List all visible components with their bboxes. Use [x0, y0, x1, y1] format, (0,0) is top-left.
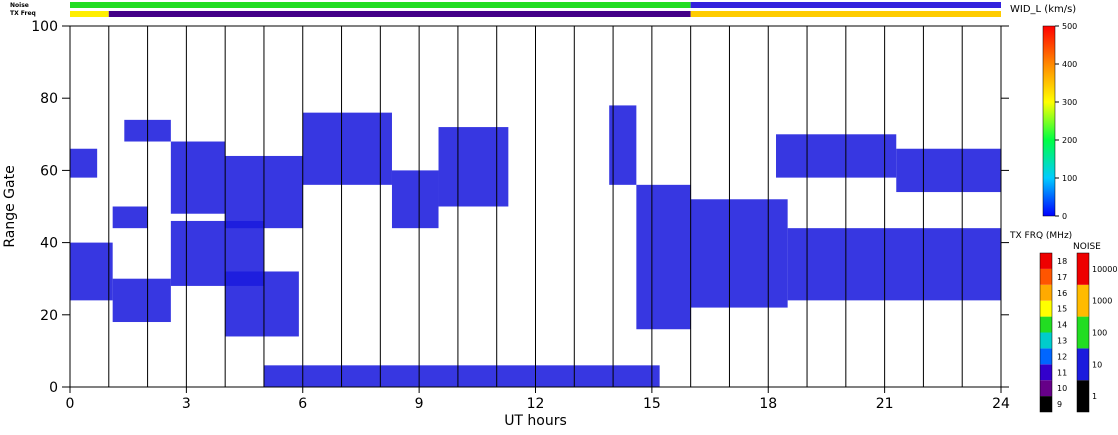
- txfreq-colorbar-label-8: 17: [1057, 273, 1067, 282]
- noise-colorbar-cell-4: [1077, 253, 1089, 285]
- y-axis-label: Range Gate: [2, 165, 18, 247]
- x-tick-label-8: 24: [992, 396, 1010, 412]
- txfreq-colorbar-label-9: 18: [1057, 257, 1067, 266]
- x-tick-label-0: 0: [66, 396, 75, 412]
- echo-region-6: [170, 141, 226, 214]
- txfreq-colorbar-cell-3: [1040, 348, 1052, 365]
- echo-region-1: [70, 148, 98, 178]
- width-colorbar-label-5: 500: [1062, 22, 1077, 31]
- y-tick-label-4: 80: [40, 91, 58, 107]
- txfreq-colorbar-cell-1: [1040, 380, 1052, 397]
- txfreq-colorbar-cell-9: [1040, 253, 1052, 269]
- echo-region-9: [302, 112, 392, 185]
- echo-region-16: [776, 134, 897, 178]
- noise-bar-segment-0: [70, 2, 691, 8]
- noise-colorbar-label-4: 10000: [1092, 265, 1117, 274]
- noise-colorbar-label-2: 100: [1092, 329, 1107, 338]
- x-tick-label-7: 21: [876, 396, 894, 412]
- txfreq-bar-segment-0: [70, 11, 109, 17]
- noise-colorbar-frame: [1076, 252, 1090, 413]
- axes: 0 3 6 9 12 15 18 21 24 0 20 40 60 80 100 UT hours Range …: [2, 19, 1010, 429]
- y-tick-label-5: 100: [31, 19, 58, 35]
- width-colorbar-label-2: 200: [1062, 136, 1077, 145]
- txfreq-colorbar-label-6: 15: [1057, 305, 1067, 314]
- noise-colorbar-cell-0: [1077, 380, 1089, 412]
- y-tick-label-3: 60: [40, 163, 58, 179]
- noise-colorbar-label-3: 1000: [1092, 297, 1112, 306]
- y-tick-label-0: 0: [49, 380, 58, 396]
- x-tick-label-2: 6: [298, 396, 307, 412]
- width-colorbar-label-3: 300: [1062, 98, 1077, 107]
- colorbars: WID_L (km/s) 0 100 200 300 400 500 TX FRQ (MHz)…: [1009, 4, 1117, 413]
- noise-colorbar-title: NOISE: [1073, 242, 1101, 252]
- noise-colorbar-cell-1: [1077, 348, 1089, 381]
- x-tick-label-4: 12: [527, 396, 545, 412]
- echo-region-8: [225, 271, 299, 337]
- echo-region-17: [896, 148, 1001, 193]
- echo-region-14: [690, 199, 788, 308]
- txfreq-bar-label: TX Freq: [10, 10, 36, 17]
- noise-colorbar-cell-2: [1077, 316, 1089, 349]
- x-tick-label-3: 9: [415, 396, 424, 412]
- txfreq-colorbar-cell-8: [1040, 268, 1052, 285]
- noise-bar-segment-1: [690, 2, 1001, 8]
- width-colorbar-label-0: 0: [1062, 212, 1067, 221]
- echo-region-0: [70, 242, 113, 301]
- noise-colorbar-label-0: 1: [1092, 392, 1097, 401]
- echo-region-10: [391, 170, 439, 229]
- txfreq-colorbar-cell-7: [1040, 284, 1052, 301]
- txfreq-colorbar-label-5: 14: [1057, 321, 1067, 330]
- txfreq-colorbar-cell-0: [1040, 396, 1052, 412]
- txfreq-colorbar-label-4: 13: [1057, 336, 1067, 345]
- txfreq-colorbar-frame: [1039, 252, 1053, 413]
- noise-bar-label: Noise: [10, 2, 29, 9]
- echo-region-3: [112, 206, 148, 229]
- y-tick-label-1: 20: [40, 308, 58, 324]
- x-tick-label-6: 18: [759, 396, 777, 412]
- noise-colorbar-cell-3: [1077, 284, 1089, 317]
- echo-region-18: [263, 365, 660, 387]
- txfreq-colorbar-label-7: 16: [1057, 289, 1067, 298]
- txfreq-colorbar-cell-4: [1040, 332, 1052, 349]
- txfreq-bar-segment-1: [108, 11, 691, 17]
- echo-region-15: [787, 228, 1001, 301]
- echo-region-12: [609, 105, 637, 185]
- txfreq-colorbar-title: TX FRQ (MHz): [1009, 231, 1072, 241]
- x-tick-label-1: 3: [182, 396, 191, 412]
- txfreq-colorbar-cell-6: [1040, 300, 1052, 317]
- width-colorbar-title: WID_L (km/s): [1010, 4, 1076, 15]
- width-colorbar-label-1: 100: [1062, 174, 1077, 183]
- width-colorbar: [1042, 25, 1056, 217]
- echo-region-2: [112, 278, 171, 323]
- x-axis-label: UT hours: [504, 413, 567, 429]
- x-tick-label-5: 15: [643, 396, 661, 412]
- plot-area: [70, 26, 1001, 387]
- txfreq-colorbar-cell-5: [1040, 316, 1052, 333]
- echo-region-13: [636, 184, 691, 330]
- echo-region-11: [438, 127, 509, 207]
- txfreq-colorbar-label-3: 12: [1057, 352, 1067, 361]
- txfreq-colorbar-label-1: 10: [1057, 384, 1067, 393]
- y-tick-label-2: 40: [40, 236, 58, 252]
- txfreq-colorbar-label-2: 11: [1057, 368, 1067, 377]
- noise-colorbar-label-1: 10: [1092, 360, 1102, 369]
- width-colorbar-label-4: 400: [1062, 60, 1077, 69]
- txfreq-colorbar-cell-2: [1040, 364, 1052, 381]
- txfreq-bar-segment-2: [690, 11, 1001, 17]
- txfreq-colorbar-label-0: 9: [1057, 400, 1062, 409]
